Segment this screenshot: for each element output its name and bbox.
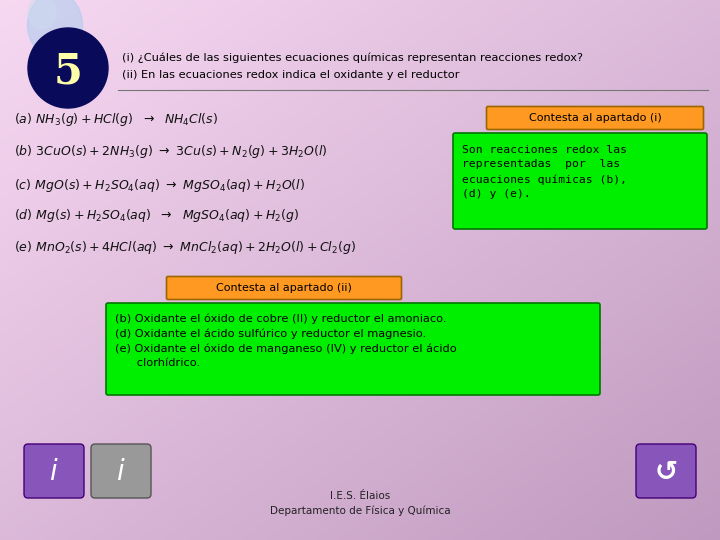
Text: $(b)\ 3CuO(s)+2NH_3(g)\ \rightarrow\ 3Cu(s)+N_2(g)+3H_2O(l)$: $(b)\ 3CuO(s)+2NH_3(g)\ \rightarrow\ 3Cu…: [14, 144, 328, 160]
Ellipse shape: [28, 0, 56, 28]
Text: (ii) En las ecuaciones redox indica el oxidante y el reductor: (ii) En las ecuaciones redox indica el o…: [122, 70, 459, 80]
Text: $(e)\ MnO_2(s)+4HCl(aq)\ \rightarrow\ MnCl_2(aq)+2H_2O(l)+Cl_2(g)$: $(e)\ MnO_2(s)+4HCl(aq)\ \rightarrow\ Mn…: [14, 240, 356, 256]
Ellipse shape: [27, 0, 83, 57]
Circle shape: [28, 28, 108, 108]
FancyBboxPatch shape: [636, 444, 696, 498]
FancyBboxPatch shape: [166, 276, 402, 300]
Text: $(c)\ MgO(s)+H_2SO_4(aq)\ \rightarrow\ MgSO_4(aq)+H_2O(l)$: $(c)\ MgO(s)+H_2SO_4(aq)\ \rightarrow\ M…: [14, 177, 305, 193]
FancyBboxPatch shape: [453, 133, 707, 229]
FancyBboxPatch shape: [487, 106, 703, 130]
Text: Son reacciones redox las
representadas  por  las
ecuaciones químicas (b),
(d) y : Son reacciones redox las representadas p…: [462, 145, 627, 199]
Text: $i$: $i$: [116, 458, 126, 486]
Text: ↺: ↺: [654, 458, 678, 486]
Text: $i$: $i$: [49, 458, 59, 486]
Text: (i) ¿Cuáles de las siguientes ecuaciones químicas representan reacciones redox?: (i) ¿Cuáles de las siguientes ecuaciones…: [122, 53, 583, 63]
FancyBboxPatch shape: [91, 444, 151, 498]
Text: Contesta al apartado (i): Contesta al apartado (i): [528, 113, 662, 123]
Text: Departamento de Física y Química: Departamento de Física y Química: [270, 506, 450, 516]
Text: Contesta al apartado (ii): Contesta al apartado (ii): [216, 283, 352, 293]
Text: $(a)\ NH_3(g)+HCl(g)\ \ \rightarrow\ \ NH_4Cl(s)$: $(a)\ NH_3(g)+HCl(g)\ \ \rightarrow\ \ N…: [14, 111, 218, 129]
FancyBboxPatch shape: [106, 303, 600, 395]
Text: $(d)\ Mg(s)+H_2SO_4(aq)\ \ \rightarrow\ \ MgSO_4(aq)+H_2(g)$: $(d)\ Mg(s)+H_2SO_4(aq)\ \ \rightarrow\ …: [14, 206, 299, 224]
Text: I.E.S. Élaios: I.E.S. Élaios: [330, 491, 390, 501]
Text: (b) Oxidante el óxido de cobre (II) y reductor el amoniaco.
(d) Oxidante el ácid: (b) Oxidante el óxido de cobre (II) y re…: [115, 314, 456, 368]
FancyBboxPatch shape: [24, 444, 84, 498]
Text: 5: 5: [53, 51, 82, 93]
